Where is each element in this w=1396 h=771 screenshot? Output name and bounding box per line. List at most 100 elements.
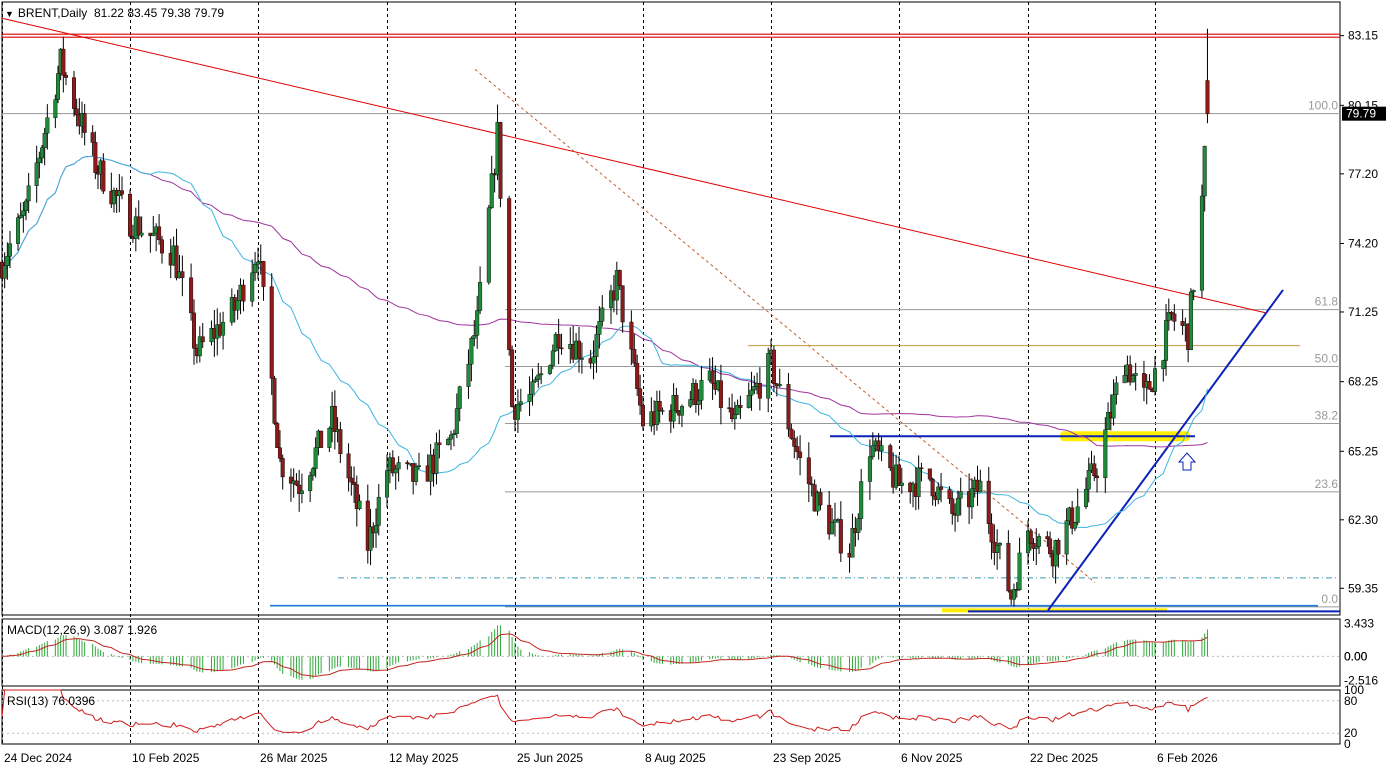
candle-body	[374, 525, 379, 534]
candle-body	[515, 404, 520, 420]
candle-body	[1169, 312, 1174, 315]
candle-body	[71, 77, 76, 109]
candle-body	[250, 272, 255, 302]
candle-body	[927, 468, 932, 480]
x-tick-label: 12 May 2025	[389, 751, 459, 765]
candle-body	[417, 465, 422, 467]
candle-body	[26, 185, 31, 202]
candle-body	[308, 475, 313, 492]
dashed-trendline	[474, 68, 1096, 583]
candle-body	[180, 271, 185, 278]
candle-body	[1083, 488, 1088, 507]
candle-body	[600, 307, 605, 322]
candle-body	[1045, 536, 1050, 540]
candle-body	[838, 519, 843, 554]
candle-body	[191, 312, 196, 349]
y-tick-label: 68.25	[1348, 375, 1378, 389]
candle-body	[294, 480, 299, 486]
candle-body	[547, 365, 552, 374]
candle-body	[752, 386, 757, 391]
candle-body	[919, 467, 924, 470]
up-arrow-icon	[1177, 452, 1197, 471]
candle-body	[688, 399, 693, 407]
candle-body	[916, 467, 921, 497]
candle-body	[746, 394, 751, 408]
candle-body	[221, 321, 226, 336]
candle-body	[550, 350, 555, 366]
candle-body	[856, 518, 861, 533]
fib-level-label: 100.0	[1308, 99, 1338, 113]
rising-trendline	[1047, 289, 1284, 611]
candle-body	[620, 285, 625, 323]
candle-body	[632, 348, 637, 364]
candle-body	[738, 405, 743, 408]
candle-body	[74, 108, 79, 116]
candle-body	[61, 48, 66, 76]
x-tick-label: 23 Sep 2025	[773, 751, 841, 765]
candle-body	[735, 405, 740, 415]
candle-body	[157, 226, 162, 241]
candle-body	[660, 410, 665, 412]
candle-body	[338, 429, 343, 455]
candle-body	[288, 476, 293, 484]
candle-body	[1114, 382, 1119, 395]
candle-body	[21, 210, 26, 216]
candle-body	[936, 486, 941, 500]
last-price-tag	[1342, 106, 1386, 121]
candle-body	[1034, 546, 1039, 549]
dropdown-triangle-icon[interactable]: ▼	[5, 9, 14, 19]
candle-body	[577, 340, 582, 359]
candle-body	[357, 500, 362, 509]
candle-body	[489, 173, 494, 209]
candle-body	[18, 215, 23, 218]
candle-body	[939, 486, 944, 490]
axis-labels: 24 Dec 2024 10 Feb 2025 26 Mar 2025 12 May …	[4, 29, 1386, 765]
candle-body	[1199, 195, 1204, 291]
candle-body	[1017, 552, 1022, 591]
candle-body	[349, 477, 354, 483]
candle-body	[235, 300, 240, 311]
candle-body	[200, 336, 205, 343]
candle-body	[950, 498, 955, 514]
candle-body	[280, 458, 285, 478]
candle-body	[1072, 522, 1077, 529]
fib-level-label: 61.8	[1315, 295, 1339, 309]
rsi-label: RSI(13) 76.0396	[7, 694, 96, 708]
candle-body	[1028, 530, 1033, 544]
candle-body	[1141, 373, 1146, 388]
candle-body	[879, 445, 884, 452]
candle-body	[1166, 312, 1171, 321]
candle-body	[693, 383, 698, 405]
candle-body	[1172, 313, 1177, 322]
candle-body	[1092, 463, 1097, 477]
candle-body	[486, 207, 491, 283]
candle-body	[457, 386, 462, 409]
candle-body	[139, 232, 144, 236]
candle-body	[1056, 540, 1061, 555]
candle-body	[635, 362, 640, 389]
candle-body	[850, 528, 855, 558]
candle-body	[1048, 538, 1053, 555]
candle-body	[696, 400, 701, 405]
candle-body	[498, 122, 503, 199]
candle-body	[111, 190, 116, 205]
candle-body	[346, 453, 351, 479]
candle-body	[365, 500, 370, 551]
candle-body	[594, 334, 599, 357]
candle-body	[385, 470, 390, 498]
candle-body	[629, 321, 634, 350]
candle-body	[56, 73, 61, 100]
y-tick-label: 59.35	[1348, 581, 1378, 595]
candle-body	[958, 491, 963, 499]
candle-body	[354, 484, 359, 509]
candle-body	[969, 488, 974, 508]
candle-body	[319, 430, 324, 448]
pane-frame	[1, 689, 1341, 745]
candle-body	[53, 99, 58, 118]
pane-frame	[1, 618, 1341, 687]
candle-body	[437, 442, 442, 445]
candle-body	[830, 522, 835, 535]
candle-body	[527, 394, 532, 402]
